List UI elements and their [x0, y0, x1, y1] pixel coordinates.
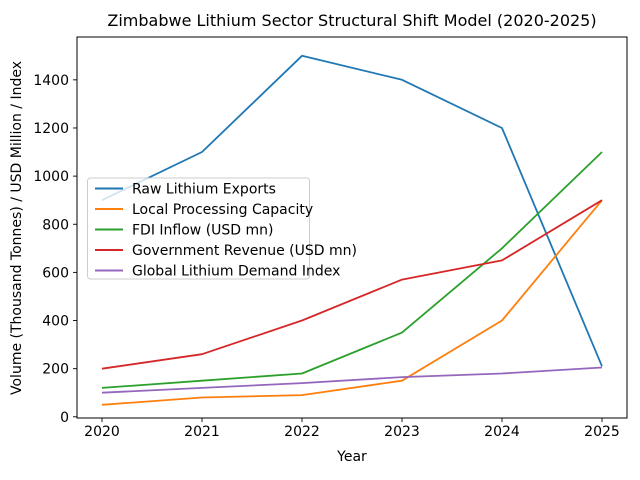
- y-tick-label: 1200: [33, 121, 69, 137]
- series-line-global-lithium-demand-index: [101, 366, 603, 394]
- legend-label: Government Revenue (USD mn): [132, 243, 357, 259]
- y-tick-label: 200: [42, 362, 69, 378]
- y-axis-label: Volume (Thousand Tonnes) / USD Million /…: [9, 61, 25, 395]
- legend-label: Raw Lithium Exports: [132, 182, 276, 198]
- series-line-fdi-inflow-usd-mn: [101, 151, 603, 389]
- x-tick-label: 2023: [384, 424, 420, 440]
- legend-label: Global Lithium Demand Index: [132, 264, 340, 280]
- series-line-raw-lithium-exports: [101, 54, 603, 367]
- legend-box: [87, 177, 310, 280]
- series-line-local-processing-capacity: [101, 199, 603, 406]
- plot-area-border: [76, 36, 628, 419]
- x-tick-label: 2020: [84, 424, 120, 440]
- y-tick-label: 600: [42, 265, 69, 281]
- x-tick-label: 2022: [284, 424, 320, 440]
- x-tick-label: 2025: [584, 424, 620, 440]
- y-tick-label: 800: [42, 217, 69, 233]
- chart-title: Zimbabwe Lithium Sector Structural Shift…: [107, 11, 597, 30]
- series-line-government-revenue-usd-mn: [101, 199, 603, 370]
- y-tick-label: 1000: [33, 169, 69, 185]
- x-tick-label: 2024: [484, 424, 520, 440]
- x-tick-label: 2021: [184, 424, 220, 440]
- y-tick-label: 1400: [33, 73, 69, 89]
- legend-label: Local Processing Capacity: [132, 202, 313, 218]
- y-tick-label: 400: [42, 314, 69, 330]
- x-axis-label: Year: [337, 449, 367, 465]
- legend: Raw Lithium Exports Local Processing Capa…: [87, 177, 357, 280]
- y-tick-label: 0: [60, 410, 69, 426]
- legend-label: FDI Inflow (USD mn): [132, 223, 274, 239]
